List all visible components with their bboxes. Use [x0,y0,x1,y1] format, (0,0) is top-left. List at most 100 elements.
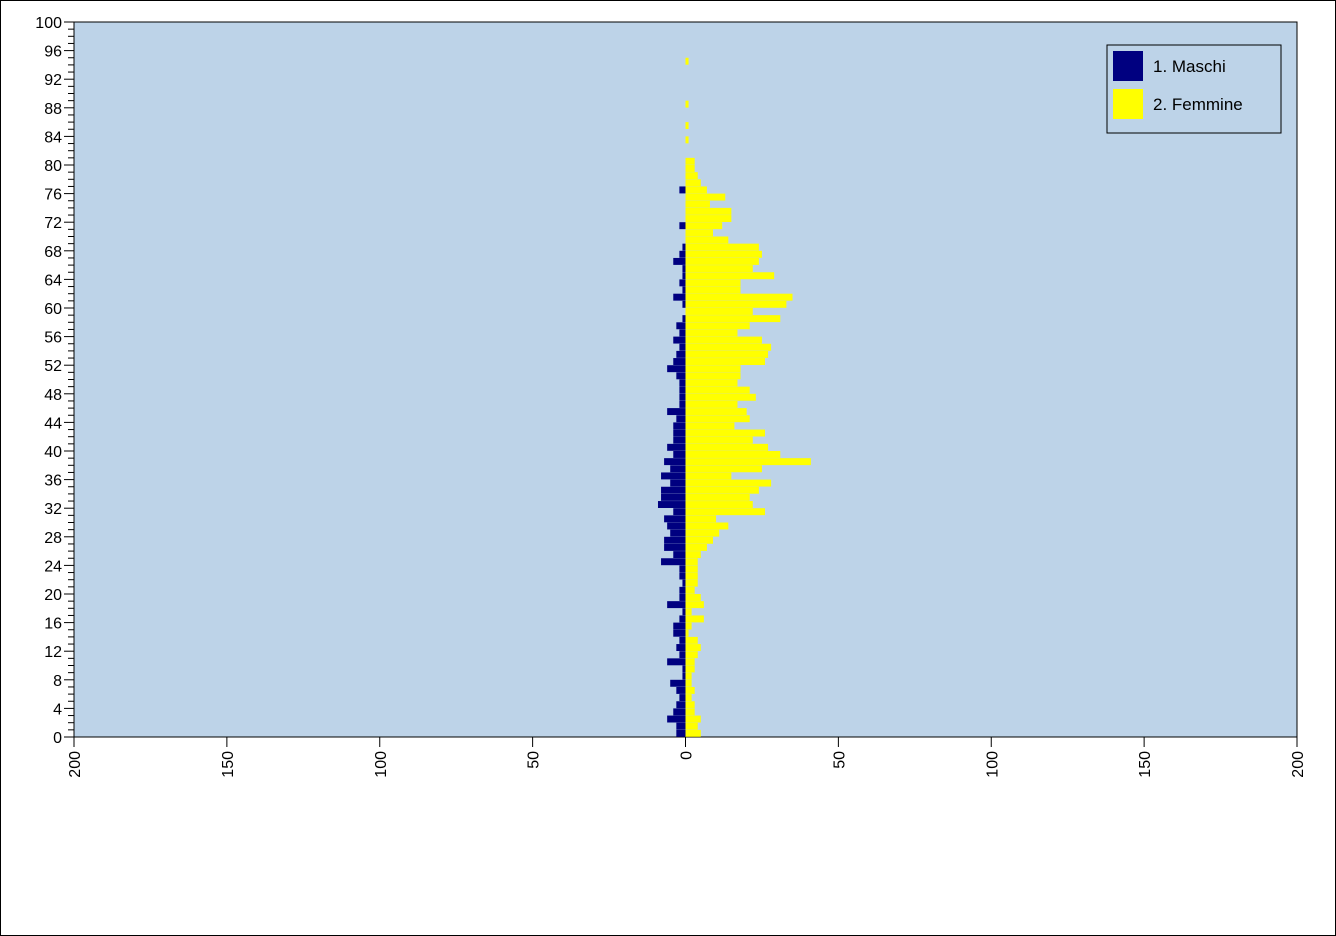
y-tick-label: 32 [44,501,62,518]
bar-femmine-age-39 [686,451,781,458]
bar-maschi-age-71 [679,222,685,229]
bar-femmine-age-63 [686,279,741,286]
bar-maschi-age-0 [676,730,685,737]
bar-maschi-age-37 [670,465,685,472]
bar-femmine-age-62 [686,287,741,294]
bar-femmine-age-17 [686,608,692,615]
bar-femmine-age-12 [686,644,701,651]
bar-femmine-age-68 [686,244,759,251]
bar-femmine-age-59 [686,308,753,315]
bar-maschi-age-3 [673,708,685,715]
bar-maschi-age-10 [667,658,685,665]
bar-femmine-age-57 [686,322,750,329]
bar-maschi-age-20 [679,587,685,594]
bar-maschi-age-30 [664,515,685,522]
bar-maschi-age-48 [679,387,685,394]
bar-femmine-age-18 [686,601,704,608]
y-tick-label: 56 [44,330,62,347]
bar-femmine-age-15 [686,623,692,630]
bar-femmine-age-77 [686,179,701,186]
x-axis: 200 150 100 50 0 50 100 150 200 [67,737,1307,778]
x-tick-label: 100 [373,751,390,778]
bar-maschi-age-62 [682,287,685,294]
bar-maschi-age-8 [682,673,685,680]
y-tick-label: 4 [53,701,62,718]
bar-femmine-age-36 [686,472,732,479]
bar-femmine-age-11 [686,651,698,658]
bar-maschi-age-66 [673,258,685,265]
bar-maschi-age-43 [673,422,685,429]
bar-maschi-age-58 [682,315,685,322]
bar-femmine-age-70 [686,229,714,236]
bar-femmine-age-79 [686,165,695,172]
bar-femmine-age-37 [686,465,762,472]
bar-femmine-age-6 [686,687,695,694]
bar-femmine-age-4 [686,701,695,708]
bar-femmine-age-35 [686,480,772,487]
bar-femmine-age-16 [686,615,704,622]
bar-femmine-age-27 [686,537,714,544]
bar-femmine-age-24 [686,558,698,565]
bar-femmine-age-28 [686,530,720,537]
bar-maschi-age-41 [673,437,685,444]
x-tick-label: 150 [1137,751,1154,778]
bar-femmine-age-53 [686,351,769,358]
bar-maschi-age-63 [679,279,685,286]
bar-maschi-age-35 [670,480,685,487]
x-tick-label: 0 [679,751,696,760]
bar-maschi-age-15 [673,623,685,630]
bar-femmine-age-29 [686,523,729,530]
bar-femmine-age-38 [686,458,811,465]
bar-femmine-age-2 [686,716,701,723]
y-tick-label: 64 [44,272,62,289]
bar-femmine-age-67 [686,251,762,258]
bar-femmine-age-14 [686,630,689,637]
bar-femmine-age-21 [686,580,698,587]
bar-maschi-age-11 [679,651,685,658]
bar-femmine-age-65 [686,265,753,272]
y-tick-label: 28 [44,530,62,547]
bar-maschi-age-34 [661,487,685,494]
bar-femmine-age-19 [686,594,701,601]
bar-maschi-age-29 [667,523,685,530]
bar-femmine-age-64 [686,272,775,279]
x-tick-label: 100 [984,751,1001,778]
bar-femmine-age-1 [686,723,698,730]
bar-maschi-age-28 [670,530,685,537]
bar-femmine-age-69 [686,237,729,244]
bar-femmine-age-44 [686,415,750,422]
bar-maschi-age-21 [682,580,685,587]
bar-maschi-age-13 [679,637,685,644]
bar-femmine-age-10 [686,658,695,665]
y-tick-label: 24 [44,558,62,575]
bar-femmine-age-5 [686,694,692,701]
y-tick-label: 92 [44,72,62,89]
bar-maschi-age-68 [682,244,685,251]
y-tick-label: 88 [44,101,62,118]
bar-femmine-age-30 [686,515,717,522]
bar-maschi-age-67 [679,251,685,258]
bar-maschi-age-47 [679,394,685,401]
bar-maschi-age-6 [676,687,685,694]
bar-maschi-age-19 [679,594,685,601]
bar-femmine-age-56 [686,329,738,336]
bar-femmine-age-7 [686,680,692,687]
y-tick-label: 20 [44,587,62,604]
bar-femmine-age-0 [686,730,701,737]
bar-maschi-age-14 [673,630,685,637]
bar-femmine-age-72 [686,215,732,222]
bar-femmine-age-46 [686,401,738,408]
y-axis: 0481216202428323640444852566064687276808… [35,15,74,747]
bar-maschi-age-40 [667,444,685,451]
legend-label-femmine: 2. Femmine [1153,95,1243,114]
bar-femmine-age-8 [686,673,692,680]
bar-maschi-age-1 [676,723,685,730]
bar-maschi-age-2 [667,716,685,723]
bar-femmine-age-66 [686,258,759,265]
bar-femmine-age-40 [686,444,769,451]
bar-femmine-age-50 [686,372,741,379]
x-tick-label: 200 [1290,751,1307,778]
bar-femmine-age-32 [686,501,753,508]
